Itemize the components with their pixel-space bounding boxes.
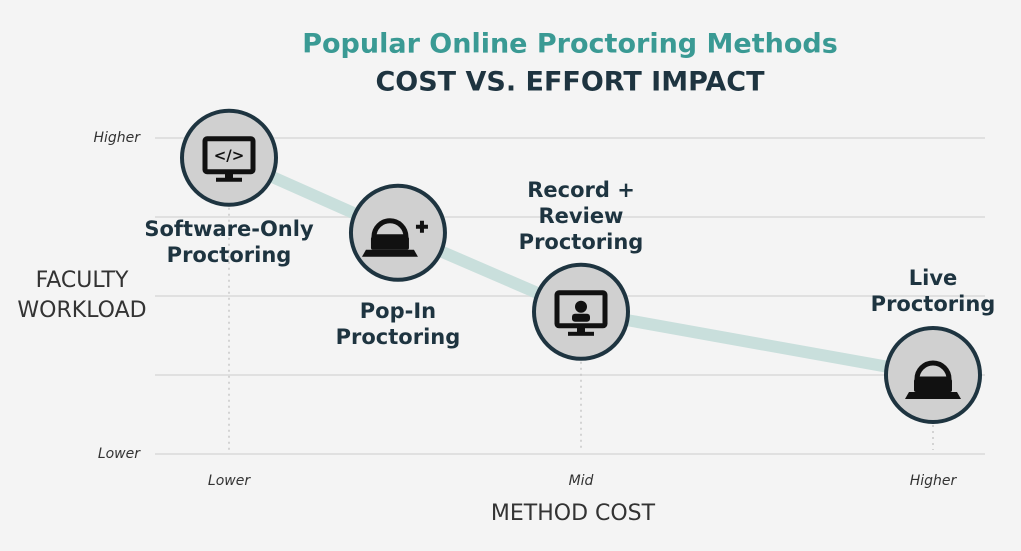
icon bbox=[905, 360, 961, 399]
x-tick-label: Lower bbox=[208, 473, 251, 489]
body bbox=[572, 313, 590, 322]
chart-subtitle: COST VS. EFFORT IMPACT bbox=[375, 67, 765, 98]
chart-title: Popular Online Proctoring Methods bbox=[302, 29, 838, 60]
body bbox=[370, 236, 409, 250]
x-tick-label: Higher bbox=[910, 473, 958, 489]
y-tick-label: Higher bbox=[93, 130, 141, 146]
y-tick-label: Lower bbox=[98, 446, 141, 462]
point-label: Proctoring bbox=[519, 230, 644, 254]
y-axis-label: WORKLOAD bbox=[17, 298, 146, 323]
base bbox=[568, 331, 594, 336]
point-label: Software-Only bbox=[144, 217, 314, 241]
x-tick-label: Mid bbox=[569, 473, 594, 489]
desk bbox=[361, 249, 418, 257]
head bbox=[575, 300, 587, 313]
point bbox=[884, 326, 982, 424]
series-line bbox=[226, 152, 935, 381]
stand bbox=[577, 325, 585, 333]
point-label: Proctoring bbox=[336, 325, 461, 349]
stand bbox=[225, 171, 233, 179]
point-label: Proctoring bbox=[167, 243, 292, 267]
point-label: Record + bbox=[527, 178, 635, 202]
x-axis-label: METHOD COST bbox=[491, 501, 656, 526]
plus bbox=[415, 220, 428, 233]
icon bbox=[361, 218, 428, 257]
point bbox=[348, 183, 447, 282]
body bbox=[914, 379, 952, 392]
point-label: Live bbox=[909, 266, 958, 290]
point-label: Review bbox=[539, 204, 624, 228]
desk bbox=[905, 392, 961, 399]
icon bbox=[554, 290, 608, 336]
point-label: Proctoring bbox=[871, 292, 996, 316]
icon: </> bbox=[202, 136, 256, 182]
code: </> bbox=[214, 146, 245, 164]
base bbox=[216, 177, 242, 182]
head bbox=[371, 218, 409, 240]
point bbox=[180, 108, 278, 207]
y-axis-label: FACULTY bbox=[36, 268, 129, 293]
head bbox=[914, 360, 952, 382]
point-label: Pop-In bbox=[360, 299, 436, 323]
